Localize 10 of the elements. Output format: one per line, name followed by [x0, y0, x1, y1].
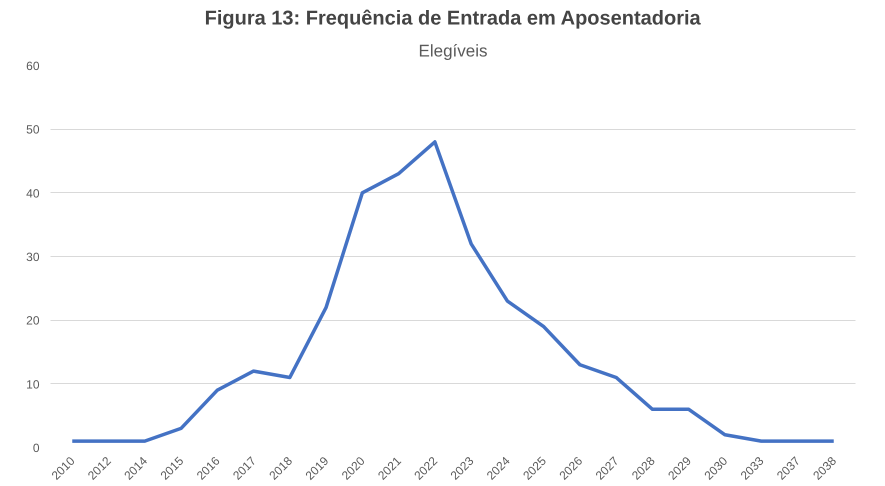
y-tick-label: 10	[26, 377, 40, 392]
chart-title: Elegíveis	[418, 42, 488, 60]
y-tick-label: 30	[26, 250, 40, 264]
y-tick-label: 40	[26, 186, 40, 200]
line-series	[70, 140, 836, 443]
text: Figura 13: Frequência de Entrada em Aposentadoria	[204, 8, 702, 30]
y-tick-label: 0	[32, 441, 40, 455]
y-tick-label: 50	[26, 122, 40, 137]
y-tick-label: 20	[26, 314, 40, 328]
y-tick-label: 60	[26, 59, 40, 73]
